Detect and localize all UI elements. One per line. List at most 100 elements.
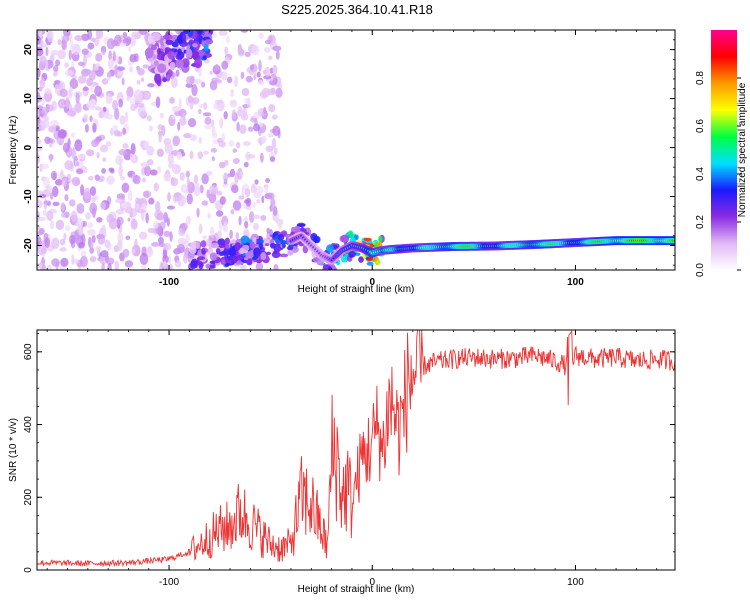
spectrogram-cell xyxy=(249,69,255,76)
spectrogram-cell xyxy=(263,106,267,115)
spectrogram-cell xyxy=(54,84,59,94)
colorbar-scale xyxy=(711,30,737,270)
spectrogram-cell xyxy=(71,43,81,55)
spectrogram-cell xyxy=(64,224,71,232)
spectrogram-cell xyxy=(106,71,112,78)
spectrogram-cell xyxy=(82,86,89,91)
spectrogram-cell xyxy=(245,197,252,207)
spectrogram-cell xyxy=(241,186,245,199)
spectrogram-cell xyxy=(219,117,224,129)
spectrogram-cell xyxy=(196,207,200,218)
spectrogram-cell xyxy=(137,105,146,118)
spectrogram-cell xyxy=(86,101,92,110)
spectrogram-cell xyxy=(153,182,160,192)
spectrogram-cell xyxy=(87,175,94,181)
spectrogram-cell xyxy=(247,257,253,266)
spectrogram-cell xyxy=(174,30,180,33)
spectrogram-cell xyxy=(263,75,272,80)
spectrogram-cell xyxy=(163,211,169,224)
spectrogram-cell xyxy=(244,220,249,229)
spectrogram-cell xyxy=(46,210,54,221)
spectrogram-cell xyxy=(264,39,272,45)
spectrogram-cell xyxy=(71,254,75,266)
spectrogram-cell xyxy=(176,243,185,253)
spectrogram-cell xyxy=(235,231,240,240)
spectrogram-cell xyxy=(89,115,93,122)
spectrogram-cell xyxy=(102,106,107,113)
figure-title: S225.2025.364.10.41.R18 xyxy=(281,2,433,17)
spectrogram-cell xyxy=(106,242,112,251)
spectrogram-cell xyxy=(198,17,206,24)
spectrogram-cell xyxy=(126,86,134,98)
spectrogram-cell xyxy=(218,161,226,169)
spectrogram-cell xyxy=(185,83,194,88)
spectrogram-cell xyxy=(39,43,48,48)
spectrogram-cell xyxy=(105,93,113,105)
spectrogram-cell xyxy=(202,6,211,16)
spectrogram-cell xyxy=(187,117,197,128)
spectrogram-cell xyxy=(42,120,50,129)
spectrogram-cell xyxy=(90,241,94,249)
spectrogram-cell xyxy=(61,212,66,218)
spectrogram-cell xyxy=(102,157,107,162)
y-tick-label: -20 xyxy=(23,238,34,253)
spectrogram-cell xyxy=(101,168,107,174)
spectrogram-cell xyxy=(326,244,334,253)
spectrogram-cell xyxy=(195,240,201,250)
spectrogram-cell xyxy=(112,50,116,62)
spectrogram-cell xyxy=(46,264,52,270)
spectrogram-cell xyxy=(118,165,123,177)
spectrogram-cell xyxy=(203,43,209,51)
spectrogram-cell xyxy=(95,52,103,62)
snr-ticks: -100 0 100 0 200 400 600 xyxy=(23,330,675,588)
spectrogram-cell xyxy=(52,201,60,207)
spectrogram-cell xyxy=(122,143,129,149)
spectrogram-cell xyxy=(137,68,145,76)
x-tick-label: -100 xyxy=(159,277,179,288)
spectrogram-cell xyxy=(121,77,125,86)
spectrogram-cell xyxy=(167,192,171,202)
spectrogram-cell xyxy=(120,202,127,208)
spectrogram-cell xyxy=(214,63,220,72)
spectrogram-cell xyxy=(378,235,383,243)
spectrogram-cell xyxy=(277,233,285,241)
spectrogram-cell xyxy=(201,173,209,185)
y-tick-label: 600 xyxy=(23,343,34,360)
spectrogram-cell xyxy=(256,71,261,78)
spectrogram-cell xyxy=(224,46,229,55)
y-tick-label: 200 xyxy=(23,488,34,505)
spectrogram-cell xyxy=(168,157,175,168)
spectrogram-cell xyxy=(340,234,350,243)
spectrogram-cell xyxy=(269,156,276,162)
spectrogram-cell xyxy=(50,119,59,127)
spectrogram-cell xyxy=(236,254,245,261)
spectrogram-cell xyxy=(221,60,229,70)
spectrogram-cell xyxy=(69,199,76,207)
spectrogram-cell xyxy=(217,229,222,239)
spectrogram-cell xyxy=(229,100,238,108)
spectrogram-cell xyxy=(249,211,255,223)
spectrogram-cell xyxy=(139,140,144,148)
spectrogram-cell xyxy=(136,208,146,214)
spectrogram-cell xyxy=(273,263,279,270)
spectrogram-cell xyxy=(193,30,198,31)
spectrogram-cell xyxy=(203,150,209,155)
spectrogram-cell xyxy=(207,212,211,219)
spectrogram-cell xyxy=(49,192,54,200)
spectrogram-cell xyxy=(85,212,91,220)
spectrogram-cell xyxy=(42,115,50,122)
spectrogram-cell xyxy=(81,48,89,55)
spectrogram-cell xyxy=(86,149,95,157)
spectrogram-cell xyxy=(52,65,59,72)
spectrogram-cell xyxy=(245,251,254,259)
spectrogram-cell xyxy=(202,112,212,117)
spectrogram-cell xyxy=(155,96,161,109)
spectrogram-cell xyxy=(65,70,74,77)
spectrogram-cell xyxy=(131,217,136,227)
spectrogram-cell xyxy=(142,177,146,183)
spectrogram-cell xyxy=(169,61,176,71)
spectrogram-cell xyxy=(71,147,76,160)
spectrogram-cell xyxy=(166,205,176,210)
y-tick-label: 0 xyxy=(23,567,34,573)
